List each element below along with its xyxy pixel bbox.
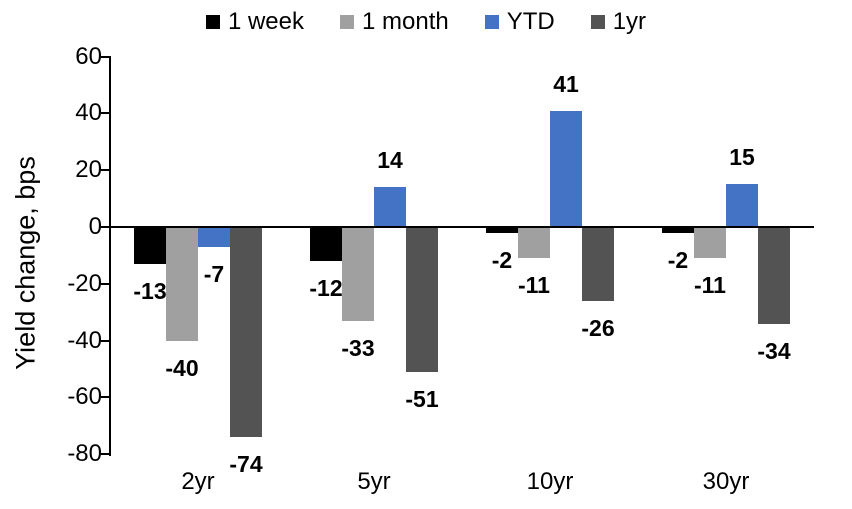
legend-item-1yr: 1yr xyxy=(590,6,647,38)
y-tick-label: 40 xyxy=(75,99,102,127)
bar-1yr-2yr xyxy=(230,227,262,438)
data-label: -40 xyxy=(165,354,199,381)
bar-1-week-10yr xyxy=(486,227,518,233)
y-tick-mark xyxy=(101,169,110,172)
data-label: 15 xyxy=(729,144,755,171)
bar-YTD-30yr xyxy=(726,184,758,227)
data-label: -2 xyxy=(667,246,689,273)
bar-1yr-10yr xyxy=(582,227,614,301)
data-label: -11 xyxy=(694,272,726,299)
x-category-label: 5yr xyxy=(357,468,391,495)
y-tick-label: 20 xyxy=(75,156,102,184)
y-tick-label: -20 xyxy=(67,269,102,297)
x-category-label: 10yr xyxy=(526,468,574,495)
bar-1-month-5yr xyxy=(342,227,374,321)
data-label: -13 xyxy=(133,277,167,304)
y-tick-mark xyxy=(101,55,110,58)
y-tick-label: 0 xyxy=(88,213,102,240)
y-tick-mark xyxy=(101,112,110,115)
legend-swatch-icon xyxy=(590,15,605,29)
data-label: -26 xyxy=(581,314,615,341)
legend-item-1-month: 1 month xyxy=(339,6,449,38)
data-label: -51 xyxy=(405,385,439,412)
bar-1-week-30yr xyxy=(662,227,694,233)
data-label: -34 xyxy=(757,337,791,364)
bar-1-month-2yr xyxy=(166,227,198,341)
data-label: -12 xyxy=(309,275,343,302)
legend-label: 1 week xyxy=(227,8,304,35)
zero-baseline xyxy=(110,226,814,228)
y-tick-mark xyxy=(101,282,110,285)
bar-1-month-10yr xyxy=(518,227,550,259)
bar-YTD-5yr xyxy=(374,187,406,227)
data-label: -33 xyxy=(341,334,375,361)
data-label: 14 xyxy=(377,147,403,174)
bar-1-week-5yr xyxy=(310,227,342,262)
y-tick-label: 60 xyxy=(75,42,102,70)
legend-swatch-icon xyxy=(484,15,499,29)
data-label: -2 xyxy=(491,246,513,273)
legend-swatch-icon xyxy=(339,15,354,29)
bar-1-week-2yr xyxy=(134,227,166,264)
legend-item-YTD: YTD xyxy=(484,6,555,38)
legend-label: 1yr xyxy=(612,8,647,35)
legend-item-1-week: 1 week xyxy=(205,6,304,38)
bar-YTD-2yr xyxy=(198,227,230,247)
y-tick-label: -60 xyxy=(67,383,102,411)
data-label: -11 xyxy=(518,272,550,299)
legend-label: YTD xyxy=(506,8,555,35)
bar-YTD-10yr xyxy=(550,110,582,227)
chart-legend: 1 week 1 month YTD 1yr xyxy=(0,6,852,38)
y-tick-mark xyxy=(101,396,110,399)
y-tick-mark xyxy=(101,226,110,228)
legend-label: 1 month xyxy=(361,8,449,35)
bar-1yr-5yr xyxy=(406,227,438,372)
y-tick-label: -80 xyxy=(67,440,102,468)
legend-swatch-icon xyxy=(205,15,220,29)
x-category-label: 2yr xyxy=(181,468,215,495)
y-axis-line xyxy=(109,56,111,456)
y-tick-mark xyxy=(101,453,110,456)
data-label: 41 xyxy=(553,70,579,97)
bar-1-month-30yr xyxy=(694,227,726,259)
x-category-label: 30yr xyxy=(702,468,750,495)
data-label: -74 xyxy=(229,451,263,478)
data-label: -7 xyxy=(203,260,225,287)
y-tick-label: -40 xyxy=(67,326,102,354)
y-tick-mark xyxy=(101,339,110,342)
bar-1yr-30yr xyxy=(758,227,790,324)
